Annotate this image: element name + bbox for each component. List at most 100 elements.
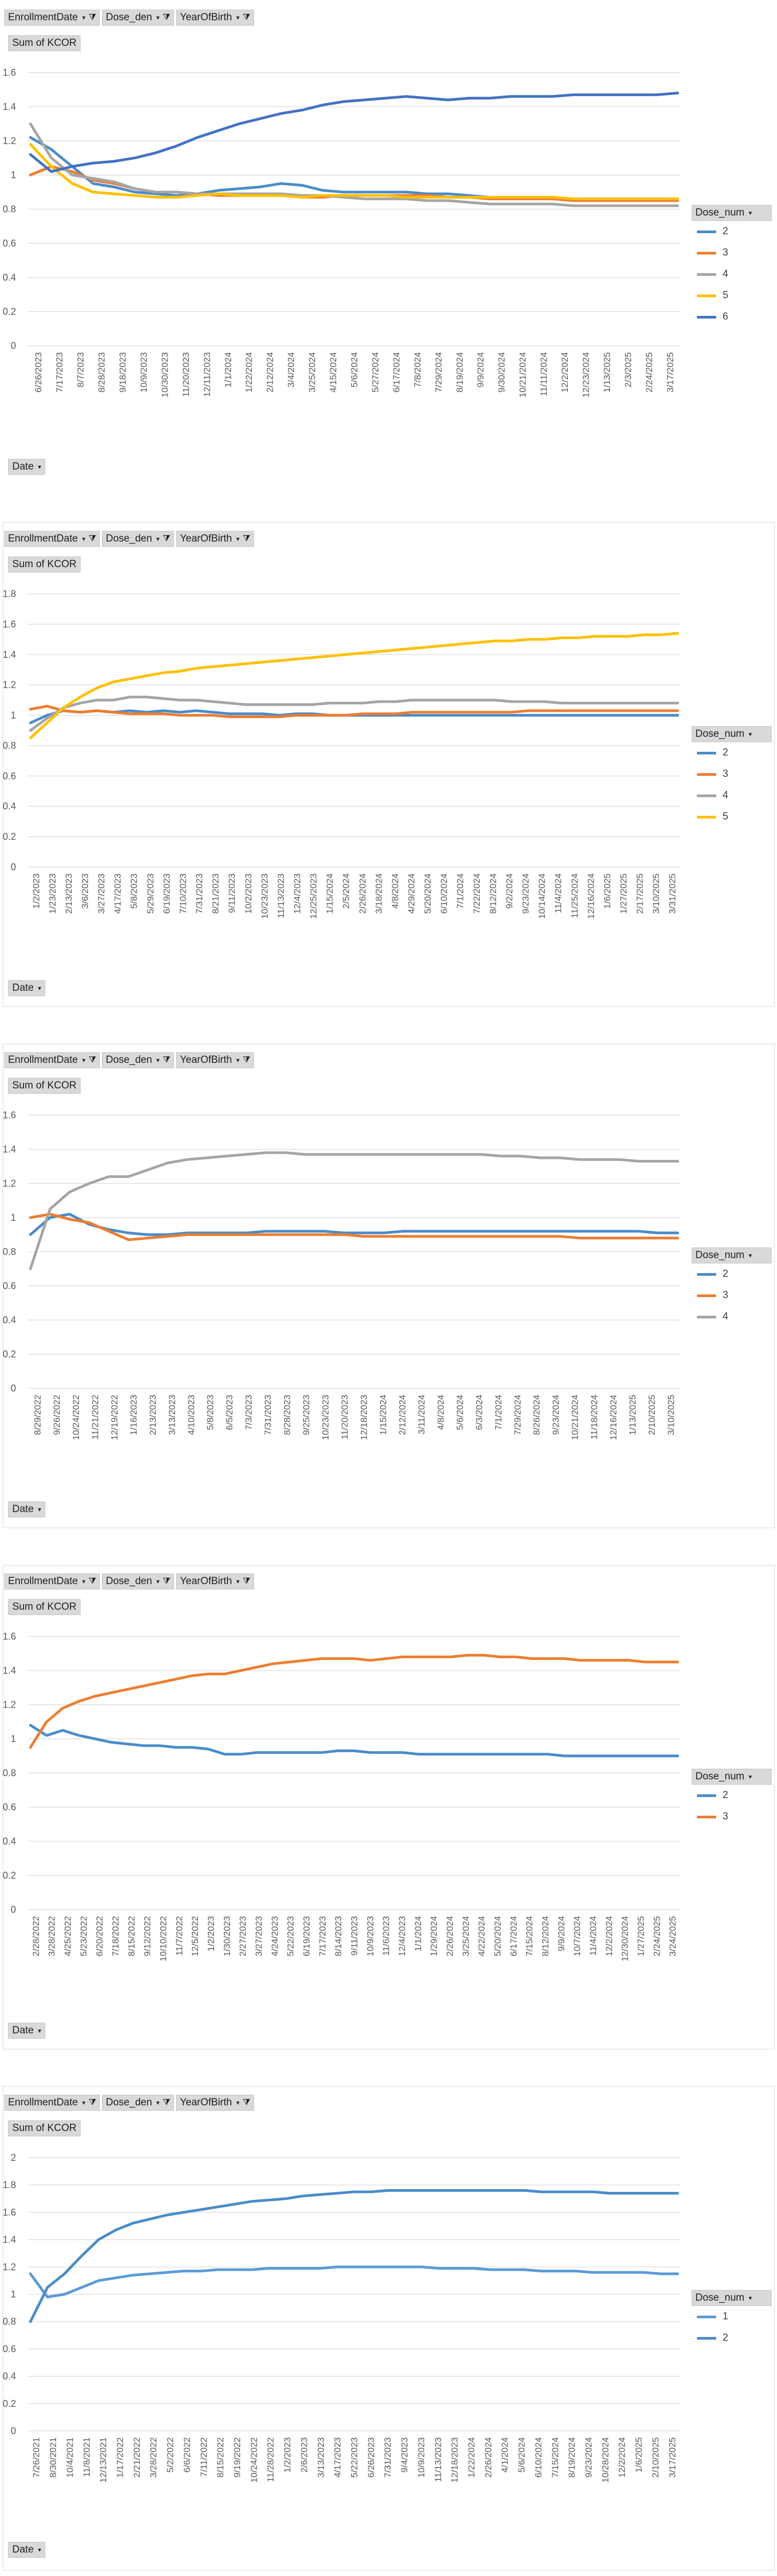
- x-tick-label: 3/31/2025: [668, 873, 678, 914]
- x-tick-label: 7/1/2024: [493, 1395, 503, 1430]
- dropdown-arrow-icon[interactable]: ▾: [236, 14, 240, 21]
- dose-den-filter-label: Dose_den: [106, 533, 152, 544]
- x-tick-label: 1/13/2025: [602, 352, 612, 393]
- date-field-label: Date: [12, 461, 34, 472]
- filter-funnel-icon[interactable]: ⧩: [162, 13, 171, 22]
- x-tick-label: 8/15/2022: [216, 2437, 226, 2478]
- dropdown-arrow-icon[interactable]: ▾: [156, 2099, 160, 2106]
- dropdown-arrow-icon[interactable]: ▾: [236, 1056, 240, 1064]
- year-of-birth-filter-button[interactable]: YearOfBirth ▾ ⧩: [176, 1573, 255, 1589]
- date-field-button[interactable]: Date ▾: [8, 2023, 46, 2039]
- dose-den-filter-label: Dose_den: [106, 2097, 152, 2108]
- dropdown-arrow-icon[interactable]: ▾: [38, 2546, 42, 2554]
- legend-swatch: [697, 273, 716, 276]
- dose-den-filter-button[interactable]: Dose_den ▾ ⧩: [102, 1052, 175, 1068]
- dropdown-arrow-icon[interactable]: ▾: [748, 1773, 752, 1780]
- filter-funnel-icon[interactable]: ⧩: [162, 2098, 171, 2107]
- date-field-button[interactable]: Date ▾: [8, 1501, 46, 1517]
- x-tick-label: 7/26/2021: [31, 2437, 42, 2478]
- dropdown-arrow-icon[interactable]: ▾: [82, 1578, 85, 1585]
- x-tick-label: 2/24/2025: [644, 352, 654, 393]
- legend-field-button[interactable]: Dose_num ▾: [692, 1247, 772, 1263]
- legend-title: Dose_num: [695, 1771, 744, 1782]
- x-tick-label: 5/20/2024: [423, 873, 433, 914]
- y-tick-label: 1.8: [3, 589, 16, 599]
- dropdown-arrow-icon[interactable]: ▾: [82, 14, 85, 21]
- x-tick-label: 10/28/2024: [600, 2437, 610, 2483]
- y-tick-label: 0: [11, 340, 16, 351]
- legend-swatch: [697, 251, 716, 255]
- dropdown-arrow-icon[interactable]: ▾: [156, 1056, 160, 1064]
- dropdown-arrow-icon[interactable]: ▾: [82, 535, 85, 543]
- dropdown-arrow-icon[interactable]: ▾: [236, 2099, 240, 2106]
- x-tick-label: 8/19/2024: [567, 2437, 577, 2478]
- dropdown-arrow-icon[interactable]: ▾: [236, 535, 240, 543]
- x-tick-label: 6/20/2022: [94, 1916, 105, 1957]
- x-tick-label: 1/1/2024: [413, 1916, 423, 1951]
- dropdown-arrow-icon[interactable]: ▾: [748, 730, 752, 738]
- filter-funnel-icon[interactable]: ⧩: [88, 1055, 97, 1064]
- dropdown-arrow-icon[interactable]: ▾: [156, 14, 160, 21]
- dose-den-filter-button[interactable]: Dose_den ▾ ⧩: [102, 531, 175, 547]
- enrollment-date-filter-button[interactable]: EnrollmentDate ▾ ⧩: [4, 10, 100, 26]
- dose-den-filter-button[interactable]: Dose_den ▾ ⧩: [102, 1573, 175, 1589]
- x-tick-label: 9/23/2024: [584, 2437, 594, 2478]
- legend-field-button[interactable]: Dose_num ▾: [692, 205, 772, 221]
- year-of-birth-filter-button[interactable]: YearOfBirth ▾ ⧩: [176, 10, 255, 26]
- value-field-label: Sum of KCOR: [8, 35, 81, 51]
- year-of-birth-filter-button[interactable]: YearOfBirth ▾ ⧩: [176, 2095, 255, 2111]
- dropdown-arrow-icon[interactable]: ▾: [38, 463, 42, 471]
- filter-funnel-icon[interactable]: ⧩: [88, 534, 97, 543]
- x-tick-label: 10/2/2023: [243, 873, 253, 914]
- x-tick-label: 11/20/2023: [340, 1395, 350, 1440]
- filter-funnel-icon[interactable]: ⧩: [88, 2098, 97, 2107]
- dose-den-filter-button[interactable]: Dose_den ▾ ⧩: [102, 10, 175, 26]
- y-tick-label: 0.4: [3, 2371, 16, 2382]
- filter-funnel-icon[interactable]: ⧩: [242, 534, 251, 543]
- year-of-birth-filter-button[interactable]: YearOfBirth ▾ ⧩: [176, 1052, 255, 1068]
- date-field-button[interactable]: Date ▾: [8, 2542, 46, 2558]
- enrollment-date-filter-button[interactable]: EnrollmentDate ▾ ⧩: [4, 2095, 100, 2111]
- filter-funnel-icon[interactable]: ⧩: [162, 1577, 171, 1586]
- x-tick-label: 9/18/2023: [118, 352, 128, 393]
- filter-funnel-icon[interactable]: ⧩: [242, 1577, 251, 1586]
- legend-field-button[interactable]: Dose_num ▾: [692, 1769, 772, 1785]
- dropdown-arrow-icon[interactable]: ▾: [38, 2027, 42, 2034]
- enrollment-date-filter-button[interactable]: EnrollmentDate ▾ ⧩: [4, 1052, 100, 1068]
- dropdown-arrow-icon[interactable]: ▾: [748, 2294, 752, 2302]
- y-tick-label: 1.4: [3, 1144, 16, 1155]
- date-field-button[interactable]: Date ▾: [8, 980, 46, 996]
- year-of-birth-filter-button[interactable]: YearOfBirth ▾ ⧩: [176, 531, 255, 547]
- dropdown-arrow-icon[interactable]: ▾: [236, 1578, 240, 1585]
- filter-funnel-icon[interactable]: ⧩: [242, 13, 251, 22]
- x-tick-label: 12/16/2024: [608, 1395, 619, 1440]
- dropdown-arrow-icon[interactable]: ▾: [38, 1506, 42, 1513]
- dose-den-filter-button[interactable]: Dose_den ▾ ⧩: [102, 2095, 175, 2111]
- dropdown-arrow-icon[interactable]: ▾: [748, 209, 752, 217]
- x-tick-label: 8/28/2023: [282, 1395, 292, 1435]
- y-tick-label: 0: [11, 1904, 16, 1915]
- date-field-button[interactable]: Date ▾: [8, 459, 46, 475]
- enrollment-date-filter-label: EnrollmentDate: [8, 1054, 78, 1066]
- filter-funnel-icon[interactable]: ⧩: [162, 1055, 171, 1064]
- dropdown-arrow-icon[interactable]: ▾: [748, 1252, 752, 1259]
- filter-funnel-icon[interactable]: ⧩: [242, 1055, 251, 1064]
- dropdown-arrow-icon[interactable]: ▾: [156, 1578, 160, 1585]
- legend-field-button[interactable]: Dose_num ▾: [692, 2290, 772, 2306]
- legend-swatch: [697, 230, 716, 233]
- dropdown-arrow-icon[interactable]: ▾: [38, 984, 42, 992]
- legend-field-button[interactable]: Dose_num ▾: [692, 726, 772, 742]
- filter-funnel-icon[interactable]: ⧩: [88, 1577, 97, 1586]
- dropdown-arrow-icon[interactable]: ▾: [82, 2099, 85, 2106]
- filter-funnel-icon[interactable]: ⧩: [162, 534, 171, 543]
- enrollment-date-filter-button[interactable]: EnrollmentDate ▾ ⧩: [4, 531, 100, 547]
- dropdown-arrow-icon[interactable]: ▾: [156, 535, 160, 543]
- filter-funnel-icon[interactable]: ⧩: [242, 2098, 251, 2107]
- legend-label: 3: [723, 1811, 728, 1822]
- x-tick-label: 9/26/2022: [52, 1395, 62, 1435]
- enrollment-date-filter-button[interactable]: EnrollmentDate ▾ ⧩: [4, 1573, 100, 1589]
- dropdown-arrow-icon[interactable]: ▾: [82, 1056, 85, 1064]
- legend-item: 6: [692, 306, 772, 328]
- x-tick-label: 6/26/2023: [366, 2437, 376, 2478]
- filter-funnel-icon[interactable]: ⧩: [88, 13, 97, 22]
